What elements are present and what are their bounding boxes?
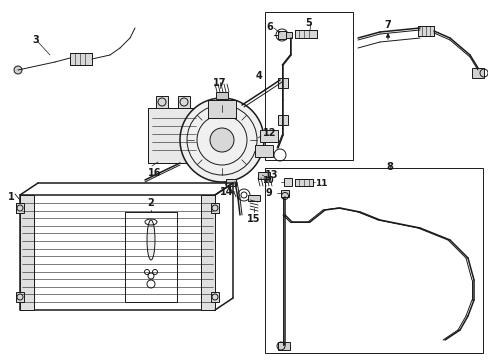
Bar (216, 92, 227, 99)
Bar (16, 203, 24, 213)
Bar (278, 342, 289, 350)
Bar (20, 195, 34, 310)
Circle shape (180, 98, 264, 182)
Bar (70, 53, 92, 65)
Bar (125, 212, 177, 302)
Bar (225, 179, 236, 186)
Text: 17: 17 (213, 78, 226, 88)
Bar (281, 190, 288, 197)
Bar (294, 30, 316, 38)
Text: 9: 9 (264, 188, 271, 198)
Bar (258, 172, 269, 179)
Text: 6: 6 (265, 22, 272, 32)
Text: 15: 15 (247, 214, 260, 224)
Circle shape (14, 66, 22, 74)
Bar (278, 115, 287, 125)
Text: 10: 10 (262, 176, 273, 185)
Bar (20, 195, 215, 310)
Text: 7: 7 (384, 20, 390, 30)
Text: 8: 8 (386, 162, 393, 172)
Text: 3: 3 (32, 35, 39, 45)
Bar (278, 31, 285, 39)
Bar (284, 178, 291, 186)
Bar (278, 78, 287, 88)
Circle shape (209, 128, 234, 152)
Bar (417, 26, 433, 36)
Text: 1: 1 (8, 192, 15, 202)
Text: 13: 13 (264, 170, 278, 180)
Bar (148, 108, 200, 163)
Bar (254, 145, 272, 157)
Bar (201, 195, 215, 310)
Bar (264, 168, 482, 353)
Bar (294, 179, 312, 186)
Bar (207, 100, 236, 118)
Bar (247, 195, 260, 201)
Bar (260, 130, 278, 142)
Text: 12: 12 (263, 128, 276, 138)
Text: 14: 14 (220, 187, 233, 197)
Bar (264, 12, 352, 160)
Bar (16, 292, 24, 302)
Bar (210, 292, 219, 302)
Ellipse shape (147, 220, 155, 260)
Text: 11: 11 (314, 179, 327, 188)
Bar (471, 68, 483, 78)
Text: 4: 4 (255, 71, 262, 81)
Bar (210, 203, 219, 213)
Bar (285, 32, 291, 38)
Text: 16: 16 (148, 168, 161, 178)
Bar (156, 96, 168, 108)
Bar (178, 96, 190, 108)
Text: 5: 5 (305, 18, 311, 28)
Text: 2: 2 (147, 198, 154, 208)
Bar (148, 108, 200, 163)
